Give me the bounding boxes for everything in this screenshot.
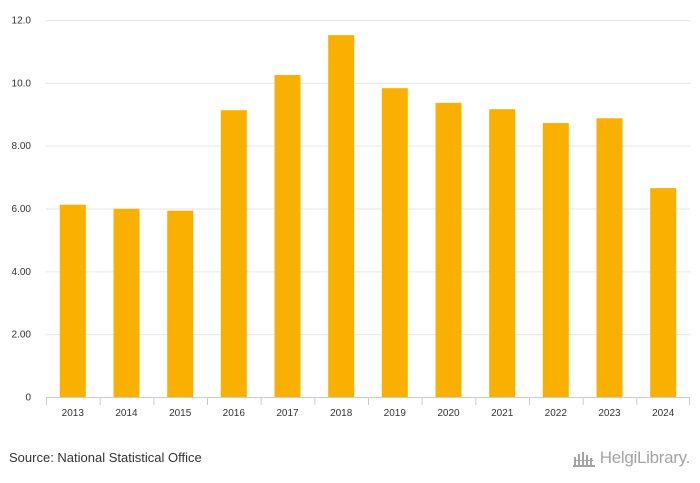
y-tick-label: 12.0 [12, 16, 32, 27]
bars [59, 35, 677, 398]
x-tick-label: 2017 [276, 408, 299, 419]
bar-2016[interactable] [220, 110, 247, 397]
logo-text: HelgiLibrary. [599, 448, 691, 467]
bar-2020[interactable] [435, 102, 462, 398]
gridlines [46, 20, 690, 336]
x-axis-ticks [46, 397, 690, 405]
y-tick-label: 6.00 [12, 204, 32, 215]
bar-2024[interactable] [650, 188, 677, 397]
bar-2023[interactable] [596, 118, 623, 398]
x-tick-label: 2023 [598, 408, 621, 419]
x-tick-label: 2020 [437, 408, 460, 419]
y-tick-label: 2.00 [12, 330, 32, 341]
y-tick-label: 4.00 [12, 267, 32, 278]
bar-2021[interactable] [489, 109, 516, 397]
x-tick-label: 2013 [62, 408, 85, 419]
bar-2017[interactable] [274, 75, 301, 397]
x-tick-label: 2024 [652, 408, 675, 419]
bar-2015[interactable] [167, 210, 194, 397]
x-tick-label: 2022 [545, 408, 568, 419]
x-tick-label: 2018 [330, 408, 353, 419]
x-tick-label: 2016 [223, 408, 246, 419]
y-tick-label: 10.0 [12, 78, 32, 89]
x-axis-labels: 2013 2014 2015 2016 2017 2018 2019 2020 2021 2022… [62, 408, 675, 419]
y-tick-label: 8.00 [12, 141, 32, 152]
y-tick-label: 0 [25, 393, 31, 404]
bar-2019[interactable] [381, 88, 408, 397]
y-axis-labels: 0 2.00 4.00 6.00 8.00 10.0 12.0 [12, 16, 32, 404]
library-building-icon [572, 452, 595, 467]
bar-2018[interactable] [328, 35, 355, 397]
x-tick-label: 2019 [384, 408, 407, 419]
x-tick-label: 2021 [491, 408, 514, 419]
x-tick-label: 2015 [169, 408, 192, 419]
source-note: Source: National Statistical Office [9, 450, 202, 465]
x-tick-label: 2014 [115, 408, 138, 419]
bar-2014[interactable] [113, 208, 140, 397]
helgi-library-logo: HelgiLibrary. [572, 448, 690, 468]
bar-2022[interactable] [542, 123, 569, 397]
bar-2013[interactable] [59, 204, 86, 397]
